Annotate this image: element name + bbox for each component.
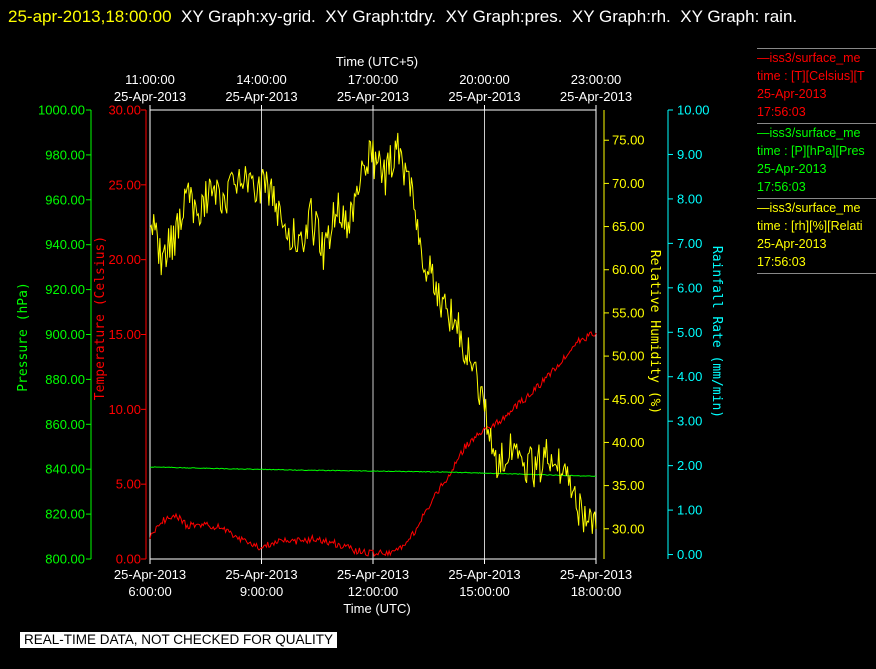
temperature-tick-label: 30.00 <box>108 103 141 118</box>
x-top-tick-date: 25-Apr-2013 <box>337 89 409 104</box>
temperature-tick-label: 20.00 <box>108 252 141 267</box>
rain-tick-label: 3.00 <box>677 414 702 429</box>
pressure-tick-label: 880.00 <box>45 372 85 387</box>
humidity-tick-label: 40.00 <box>612 435 645 450</box>
legend-line: time : [P][hPa][Pres <box>757 144 865 158</box>
rain-tick-label: 6.00 <box>677 280 702 295</box>
legend-item-pressure[interactable]: —iss3/surface_me time : [P][hPa][Pres 25… <box>757 123 876 198</box>
x-top-tick-time: 23:00:00 <box>571 72 622 87</box>
rain-axis-label: Rainfall Rate (mm/min) <box>709 246 724 418</box>
legend-line: —iss3/surface_me <box>757 51 861 65</box>
pressure-tick-label: 840.00 <box>45 462 85 477</box>
humidity-tick-label: 50.00 <box>612 349 645 364</box>
x-bottom-tick-date: 25-Apr-2013 <box>114 567 186 582</box>
x-bottom-tick-time: 18:00:00 <box>571 584 622 599</box>
page-header: 25-apr-2013,18:00:00 XY Graph:xy-grid. X… <box>8 4 858 30</box>
x-bottom-tick-time: 12:00:00 <box>348 584 399 599</box>
x-top-tick-time: 11:00:00 <box>125 72 175 87</box>
x-top-axis-label: Time (UTC+5) <box>336 54 418 69</box>
quality-notice: REAL-TIME DATA, NOT CHECKED FOR QUALITY <box>20 632 338 648</box>
pressure-tick-label: 900.00 <box>45 327 85 342</box>
legend-line: time : [T][Celsius][T <box>757 69 865 83</box>
legend-item-humidity[interactable]: —iss3/surface_me time : [rh][%][Relati 2… <box>757 198 876 274</box>
x-top-tick-time: 14:00:00 <box>236 72 287 87</box>
x-bottom-tick-date: 25-Apr-2013 <box>337 567 409 582</box>
temperature-tick-label: 15.00 <box>108 327 141 342</box>
x-top-tick-time: 17:00:00 <box>348 72 399 87</box>
x-bottom-tick-date: 25-Apr-2013 <box>448 567 520 582</box>
temperature-series-line <box>149 331 597 557</box>
rain-tick-label: 4.00 <box>677 369 702 384</box>
rain-tick-label: 7.00 <box>677 236 702 251</box>
x-top-tick-time: 20:00:00 <box>459 72 510 87</box>
humidity-tick-label: 70.00 <box>612 176 645 191</box>
legend-line: time : [rh][%][Relati <box>757 219 863 233</box>
x-bottom-tick-date: 25-Apr-2013 <box>560 567 632 582</box>
temperature-tick-label: 0.00 <box>116 552 141 567</box>
rain-tick-label: 0.00 <box>677 547 702 562</box>
humidity-axis-label: Relative Humidity (%) <box>647 250 662 414</box>
humidity-tick-label: 55.00 <box>612 305 645 320</box>
grid-layer <box>261 110 485 559</box>
legend-line: 17:56:03 <box>757 180 806 194</box>
temperature-tick-label: 10.00 <box>108 402 141 417</box>
x-top-tick-date: 25-Apr-2013 <box>448 89 520 104</box>
rain-tick-label: 1.00 <box>677 503 702 518</box>
legend-line: —iss3/surface_me <box>757 126 861 140</box>
humidity-tick-label: 65.00 <box>612 219 645 234</box>
legend-line: 17:56:03 <box>757 105 806 119</box>
pressure-tick-label: 960.00 <box>45 192 85 207</box>
legend-line: —iss3/surface_me <box>757 201 861 215</box>
rain-tick-label: 2.00 <box>677 458 702 473</box>
rain-tick-label: 8.00 <box>677 191 702 206</box>
x-bottom-tick-date: 25-Apr-2013 <box>225 567 297 582</box>
header-timestamp: 25-apr-2013,18:00:00 <box>8 7 172 26</box>
pressure-tick-label: 860.00 <box>45 417 85 432</box>
humidity-tick-label: 60.00 <box>612 262 645 277</box>
legend-item-temperature[interactable]: —iss3/surface_me time : [T][Celsius][T 2… <box>757 48 876 123</box>
legend-line: 25-Apr-2013 <box>757 162 827 176</box>
pressure-tick-label: 800.00 <box>45 552 85 567</box>
series-layer <box>149 132 597 557</box>
humidity-series-line <box>149 132 597 534</box>
legend-line: 25-Apr-2013 <box>757 237 827 251</box>
pressure-tick-label: 940.00 <box>45 237 85 252</box>
header-title-rain: rain. <box>764 7 798 26</box>
label-layer: Time (UTC+5) Time (UTC) Pressure (hPa) T… <box>16 54 724 616</box>
header-title-xy-grid: XY Graph:xy-grid. <box>180 7 316 26</box>
humidity-tick-label: 45.00 <box>612 392 645 407</box>
x-bottom-tick-time: 15:00:00 <box>459 584 510 599</box>
legend-line: 17:56:03 <box>757 255 806 269</box>
pressure-series-line <box>150 466 597 477</box>
humidity-tick-label: 30.00 <box>612 521 645 536</box>
x-bottom-axis-label: Time (UTC) <box>343 601 410 616</box>
x-top-tick-date: 25-Apr-2013 <box>114 89 186 104</box>
legend-line: 25-Apr-2013 <box>757 87 827 101</box>
x-bottom-tick-time: 9:00:00 <box>240 584 283 599</box>
rain-tick-label: 10.00 <box>677 103 710 118</box>
humidity-tick-label: 75.00 <box>612 133 645 148</box>
x-bottom-tick-time: 6:00:00 <box>128 584 171 599</box>
header-title-rh: XY Graph:rh. <box>571 7 671 26</box>
axis-layer <box>86 105 673 564</box>
rain-tick-label: 9.00 <box>677 147 702 162</box>
humidity-tick-label: 35.00 <box>612 478 645 493</box>
header-title-pres: XY Graph:pres. <box>445 7 563 26</box>
legend-panel: —iss3/surface_me time : [T][Celsius][T 2… <box>757 48 876 274</box>
header-title-tdry: XY Graph:tdry. <box>325 7 437 26</box>
header-title-xy-graph: XY Graph: <box>680 7 760 26</box>
pressure-tick-label: 920.00 <box>45 282 85 297</box>
pressure-tick-label: 980.00 <box>45 147 85 162</box>
pressure-axis-label: Pressure (hPa) <box>16 282 31 392</box>
temperature-axis-label: Temperature (Celsius) <box>93 236 108 400</box>
temperature-tick-label: 5.00 <box>116 477 141 492</box>
pressure-tick-label: 820.00 <box>45 507 85 522</box>
temperature-tick-label: 25.00 <box>108 177 141 192</box>
x-top-tick-date: 25-Apr-2013 <box>560 89 632 104</box>
rain-tick-label: 5.00 <box>677 325 702 340</box>
x-top-tick-date: 25-Apr-2013 <box>225 89 297 104</box>
pressure-tick-label: 1000.00 <box>38 103 85 118</box>
